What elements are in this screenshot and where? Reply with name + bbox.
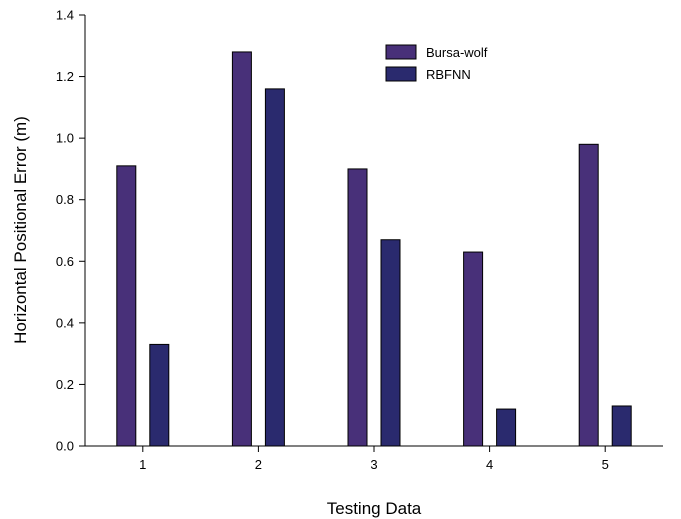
x-tick-label: 3 [370, 457, 377, 472]
bars-group [116, 51, 632, 447]
bar-bursa-wolf-5 [578, 143, 599, 447]
y-tick-label: 0.4 [56, 315, 74, 330]
x-tick-label: 4 [486, 457, 493, 472]
bar-rbfnn-2 [264, 88, 285, 447]
legend-swatch [385, 66, 417, 82]
legend: Bursa-wolf RBFNN [385, 44, 488, 82]
y-tick-label: 0.6 [56, 254, 74, 269]
y-tick-label: 0.2 [56, 377, 74, 392]
bar-rbfnn-3 [380, 239, 401, 447]
bar-rbfnn-1 [149, 343, 170, 447]
y-tick-label: 0.0 [56, 439, 74, 454]
x-tick-label: 5 [602, 457, 609, 472]
x-tick-label: 2 [255, 457, 262, 472]
y-tick-label: 1.0 [56, 131, 74, 146]
legend-label: RBFNN [426, 67, 471, 82]
x-tick-label: 1 [139, 457, 146, 472]
y-tick-label: 1.4 [56, 8, 74, 23]
bar-rbfnn-5 [611, 405, 632, 447]
legend-label: Bursa-wolf [426, 45, 488, 60]
bar-bursa-wolf-1 [116, 165, 137, 447]
y-ticks-group: 0.0 0.2 0.4 0.6 0.8 1.0 1.2 1.4 [56, 8, 85, 454]
x-ticks-group: 1 2 3 4 5 [139, 446, 609, 472]
bar-bursa-wolf-4 [463, 251, 484, 447]
x-axis-title: Testing Data [327, 499, 422, 518]
bar-rbfnn-4 [496, 408, 517, 447]
y-axis-title: Horizontal Positional Error (m) [11, 116, 30, 344]
axes-group [84, 15, 663, 447]
y-tick-label: 0.8 [56, 192, 74, 207]
bar-bursa-wolf-3 [347, 168, 368, 447]
legend-swatch [385, 44, 417, 60]
bar-bursa-wolf-2 [231, 51, 252, 447]
y-tick-label: 1.2 [56, 69, 74, 84]
